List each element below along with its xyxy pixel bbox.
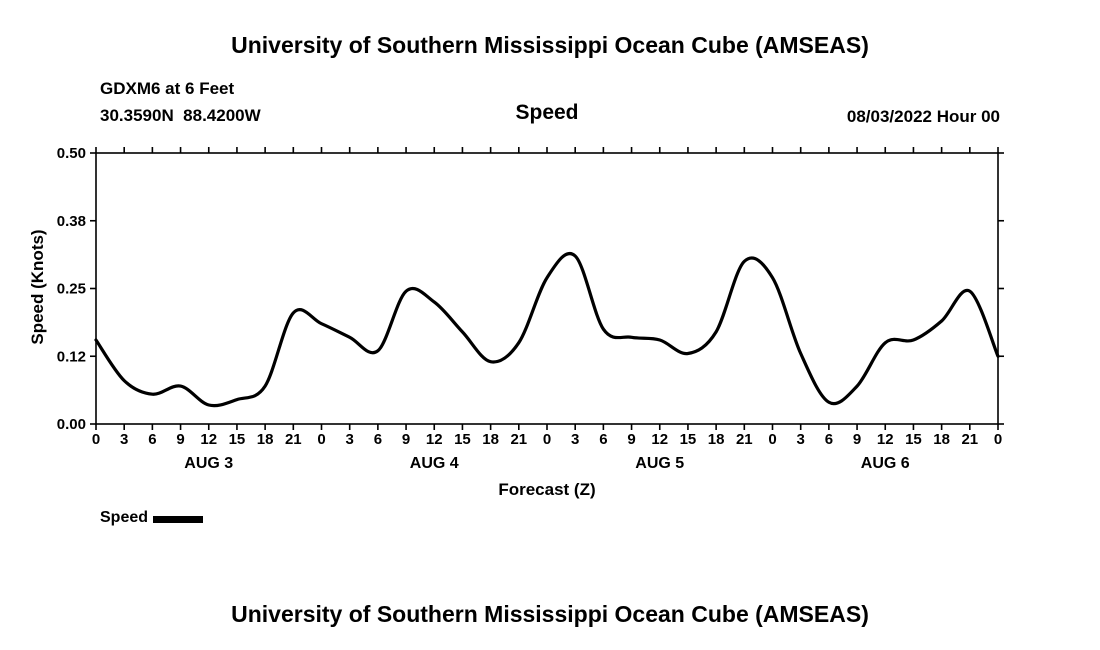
coordinates-label: 30.3590N 88.4200W bbox=[100, 106, 261, 125]
plot-title: Speed bbox=[515, 101, 579, 124]
x-tick-label: 18 bbox=[708, 431, 725, 448]
x-tick-label: 0 bbox=[543, 431, 551, 448]
legend-line-sample bbox=[153, 515, 204, 523]
x-tick-label: 15 bbox=[905, 431, 922, 448]
speed-series-line bbox=[94, 252, 1000, 408]
x-tick-label: 6 bbox=[825, 431, 833, 448]
page-title: University of Southern Mississippi Ocean… bbox=[231, 32, 869, 58]
x-tick-label: 3 bbox=[346, 431, 354, 448]
day-label: AUG 5 bbox=[635, 455, 684, 472]
x-tick-label: 9 bbox=[402, 431, 410, 448]
x-tick-label: 18 bbox=[933, 431, 950, 448]
x-tick-label: 6 bbox=[599, 431, 607, 448]
x-tick-label: 12 bbox=[200, 431, 217, 448]
day-label: AUG 3 bbox=[184, 455, 233, 472]
x-tick-label: 9 bbox=[853, 431, 861, 448]
x-tick-label: 21 bbox=[736, 431, 753, 448]
plot-frame bbox=[95, 152, 999, 425]
x-tick-label: 0 bbox=[768, 431, 776, 448]
x-axis-label: Forecast (Z) bbox=[498, 480, 596, 499]
run-time-label: 08/03/2022 Hour 00 bbox=[846, 107, 1000, 126]
x-tick-label: 18 bbox=[257, 431, 274, 448]
x-tick-label: 0 bbox=[994, 431, 1002, 448]
x-tick-label: 12 bbox=[877, 431, 894, 448]
x-tick-label: 18 bbox=[482, 431, 499, 448]
x-tick-label: 9 bbox=[176, 431, 184, 448]
legend-label: Speed bbox=[100, 509, 149, 526]
x-tick-label: 21 bbox=[961, 431, 978, 448]
legend: Speed bbox=[100, 509, 204, 527]
x-tick-label: 15 bbox=[680, 431, 697, 448]
y-tick-label: 0.50 bbox=[57, 145, 86, 162]
x-tick-label: 0 bbox=[317, 431, 325, 448]
x-tick-label: 15 bbox=[454, 431, 471, 448]
page-title-bottom: University of Southern Mississippi Ocean… bbox=[231, 601, 869, 627]
station-label: GDXM6 at 6 Feet bbox=[100, 79, 235, 98]
x-tick-label: 12 bbox=[426, 431, 443, 448]
day-label: AUG 4 bbox=[410, 455, 459, 472]
x-tick-label: 6 bbox=[374, 431, 382, 448]
x-tick-label: 21 bbox=[285, 431, 302, 448]
y-tick-label: 0.00 bbox=[57, 416, 86, 433]
x-tick-label: 3 bbox=[120, 431, 128, 448]
x-tick-label: 3 bbox=[571, 431, 579, 448]
day-label: AUG 6 bbox=[861, 455, 910, 472]
x-tick-label: 3 bbox=[797, 431, 805, 448]
x-tick-label: 21 bbox=[510, 431, 527, 448]
y-tick-label: 0.38 bbox=[57, 213, 86, 230]
x-tick-label: 15 bbox=[229, 431, 246, 448]
y-tick-label: 0.25 bbox=[57, 281, 86, 298]
x-tick-label: 12 bbox=[651, 431, 668, 448]
x-tick-label: 9 bbox=[627, 431, 635, 448]
x-tick-label: 0 bbox=[92, 431, 100, 448]
x-tick-label: 6 bbox=[148, 431, 156, 448]
y-tick-label: 0.12 bbox=[57, 348, 86, 365]
speed-line-chart: 0 3 6 9 12 15 18 21 0 3 6 9 12 15 18 21 0 3 6 9 12 15 18 21 0 3 6 9… bbox=[57, 145, 1004, 472]
